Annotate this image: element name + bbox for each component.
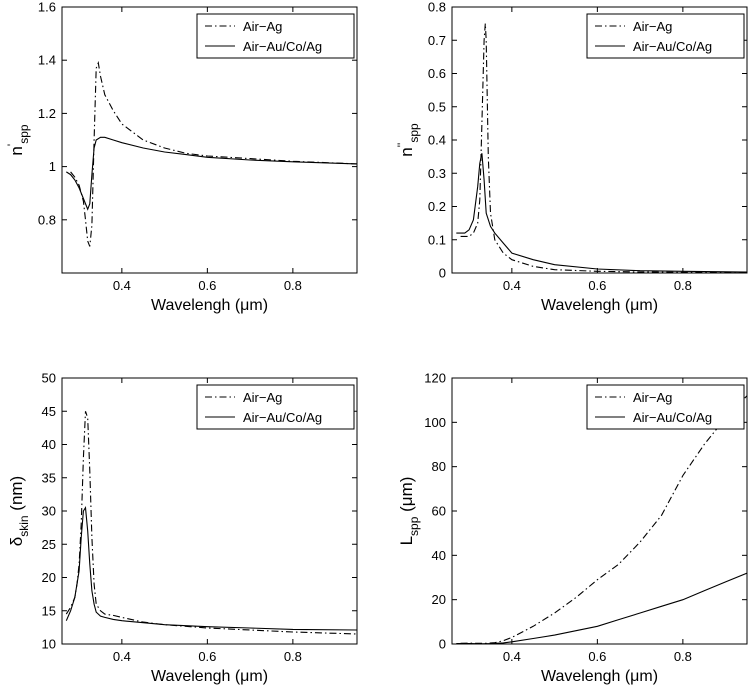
x-tick-label: 0.4 — [113, 278, 131, 293]
x-tick-label: 0.6 — [588, 278, 606, 293]
legend-label: Air−Ag — [243, 19, 282, 34]
y-label-main: n — [7, 146, 26, 155]
legend-label: Air−Au/Co/Ag — [243, 410, 322, 425]
y-tick-label: 0.2 — [428, 199, 446, 214]
y-tick-label: 0 — [439, 266, 446, 281]
legend-label: Air−Au/Co/Ag — [243, 39, 322, 54]
y-tick-label: 50 — [42, 371, 56, 386]
y-tick-label: 60 — [432, 504, 446, 519]
series-line-air-ag — [460, 395, 747, 644]
x-tick-label: 0.8 — [284, 649, 302, 664]
y-label-main: n — [397, 147, 416, 156]
y-tick-label: 40 — [42, 437, 56, 452]
y-axis-label: n'spp — [5, 124, 31, 155]
legend-label: Air−Ag — [633, 390, 672, 405]
y-tick-label: 10 — [42, 637, 56, 652]
y-label-main: δ — [7, 537, 26, 546]
y-label-main: L — [397, 536, 416, 545]
y-label-sub: skin — [17, 515, 31, 536]
legend-label: Air−Au/Co/Ag — [633, 39, 712, 54]
y-axis-label: Lspp (μm) — [397, 477, 421, 546]
y-tick-label: 0.8 — [38, 212, 56, 227]
legend-box — [586, 13, 745, 59]
x-axis-label: Wavelengh (μm) — [151, 297, 268, 314]
y-tick-label: 20 — [432, 592, 446, 607]
series-line-air-au-co-ag — [66, 136, 357, 211]
y-tick-label: 100 — [424, 415, 446, 430]
y-tick-label: 80 — [432, 459, 446, 474]
x-axis-label: Wavelengh (μm) — [541, 668, 658, 685]
series-line-air-au-co-ag — [456, 572, 747, 644]
series-line-air-ag — [70, 60, 357, 247]
y-label-sup: ' — [5, 144, 19, 146]
y-tick-label: 0.1 — [428, 232, 446, 247]
y-tick-label: 1 — [49, 159, 56, 174]
y-tick-label: 15 — [42, 603, 56, 618]
legend-label: Air−Ag — [243, 390, 282, 405]
y-label-sub: spp — [17, 124, 31, 144]
x-tick-label: 0.6 — [198, 278, 216, 293]
x-tick-label: 0.6 — [588, 649, 606, 664]
y-tick-label: 1.6 — [38, 0, 56, 15]
x-tick-label: 0.4 — [503, 649, 521, 664]
y-tick-label: 0.7 — [428, 33, 446, 48]
x-axis-label: Wavelengh (μm) — [541, 297, 658, 314]
x-axis-label: Wavelengh (μm) — [151, 668, 268, 685]
chart-n-real: 0.4 0.6 0.8 0.8 1 1.2 1.4 1.6 Wavelengh (μm) n'sp… — [5, 0, 358, 314]
x-tick-label: 0.8 — [674, 649, 692, 664]
y-tick-label: 0.6 — [428, 66, 446, 81]
axes-frame — [61, 6, 358, 274]
y-tick-label: 0 — [439, 637, 446, 652]
y-tick-label: 0.5 — [428, 99, 446, 114]
legend-label: Air−Ag — [633, 19, 672, 34]
x-tick-label: 0.8 — [284, 278, 302, 293]
series-line-air-ag — [65, 411, 357, 635]
series-line-air-au-co-ag — [456, 153, 747, 273]
series-line-air-au-co-ag — [65, 506, 357, 631]
y-tick-label: 1.4 — [38, 53, 56, 68]
x-tick-label: 0.4 — [113, 649, 131, 664]
x-tick-label: 0.4 — [503, 278, 521, 293]
y-tick-label: 40 — [432, 548, 446, 563]
y-tick-label: 30 — [42, 504, 56, 519]
y-tick-label: 45 — [42, 404, 56, 419]
chart-l-spp: 0.4 0.6 0.8 0 20 40 60 80 100 120 Wavelengh (μm) Ls… — [397, 371, 748, 685]
series-line-air-ag — [460, 23, 747, 273]
y-label-sup: '' — [395, 143, 409, 148]
x-tick-label: 0.6 — [198, 649, 216, 664]
y-tick-label: 0.3 — [428, 166, 446, 181]
y-axis-label: n''spp — [395, 123, 421, 157]
legend-label: Air−Au/Co/Ag — [633, 410, 712, 425]
y-tick-label: 0.8 — [428, 0, 446, 15]
chart-delta-skin: 0.4 0.6 0.8 10 15 20 25 30 35 40 45 50 Wavelengh (μm… — [7, 371, 358, 685]
y-tick-label: 20 — [42, 570, 56, 585]
legend-box — [586, 384, 745, 430]
y-tick-label: 1.2 — [38, 106, 56, 121]
x-tick-label: 0.8 — [674, 278, 692, 293]
y-tick-label: 120 — [424, 371, 446, 386]
y-label-unit: (nm) — [7, 476, 26, 516]
y-tick-label: 0.4 — [428, 133, 446, 148]
y-label-sub: spp — [407, 123, 421, 143]
legend-box — [196, 13, 355, 59]
legend-box — [196, 384, 355, 430]
y-label-unit: (μm) — [397, 477, 416, 517]
y-tick-label: 25 — [42, 537, 56, 552]
y-axis-label: δskin (nm) — [7, 476, 31, 546]
y-label-sub: spp — [407, 516, 421, 536]
chart-n-imag: 0.4 0.6 0.8 0 0.1 0.2 0.3 0.4 0.5 0.6 0.7 0.8 Wavele… — [395, 0, 748, 314]
y-tick-label: 35 — [42, 470, 56, 485]
